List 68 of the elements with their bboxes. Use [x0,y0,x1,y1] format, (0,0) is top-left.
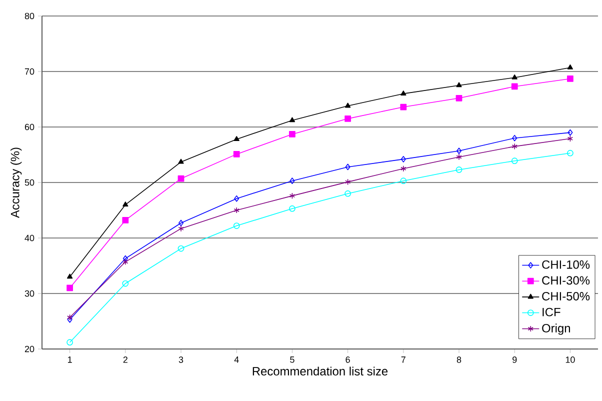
point [567,76,574,82]
point [456,148,462,154]
point [289,117,296,122]
point [234,207,240,214]
y-tick-label: 80 [24,12,34,20]
point [345,164,350,170]
x-tick-label: 3 [178,356,184,363]
point [178,220,184,226]
point [178,175,184,182]
x-tick-label: 7 [401,356,406,363]
legend-label: CHI-30% [542,276,590,285]
x-tick-label: 2 [123,356,128,363]
point [234,195,240,202]
point [511,158,518,164]
point [122,217,129,224]
x-tick-label: 1 [68,356,72,363]
x-tick-label: 8 [456,356,462,363]
y-tick-label: 50 [24,179,34,186]
point [289,131,296,138]
y-tick-label: 20 [24,346,34,352]
point [122,255,128,262]
point [122,280,129,287]
x-tick-label: 10 [566,356,575,363]
point [400,104,407,110]
point [66,284,73,292]
point [66,274,73,279]
point [344,190,351,197]
point [122,258,128,266]
y-tick-label: 60 [24,124,34,130]
legend-label: CHI-10% [542,260,590,269]
point [512,134,518,142]
point [456,166,462,173]
point [511,83,518,90]
point [178,225,184,232]
point [344,102,351,108]
point [289,205,296,212]
point [456,82,462,88]
point [233,151,240,158]
legend-label: CHI-50% [542,292,590,300]
point [289,192,296,200]
legend-label: Orign [542,324,570,335]
point [290,178,295,184]
x-tick-label: 5 [290,356,294,363]
x-tick-label: 9 [512,356,517,363]
point [400,90,406,96]
point [400,156,406,162]
point [400,165,406,172]
point [178,245,184,252]
point [233,222,240,229]
point [400,178,407,184]
point [122,202,128,206]
x-tick-label: 4 [234,356,239,363]
point [512,74,518,80]
legend-label: ICF [542,308,560,316]
point [344,178,351,186]
point [567,64,574,70]
point [234,136,240,142]
x-tick-label: 6 [346,356,350,363]
y-axis-title: Accuracy (%) [10,148,22,218]
point [456,94,462,102]
y-tick-label: 40 [24,234,34,242]
y-tick-label: 70 [24,68,34,75]
y-tick-label: 30 [24,290,34,297]
point [178,158,184,164]
point [456,154,462,160]
point [512,143,518,150]
x-axis-title: Recommendation list size [252,366,388,376]
point [344,115,351,122]
